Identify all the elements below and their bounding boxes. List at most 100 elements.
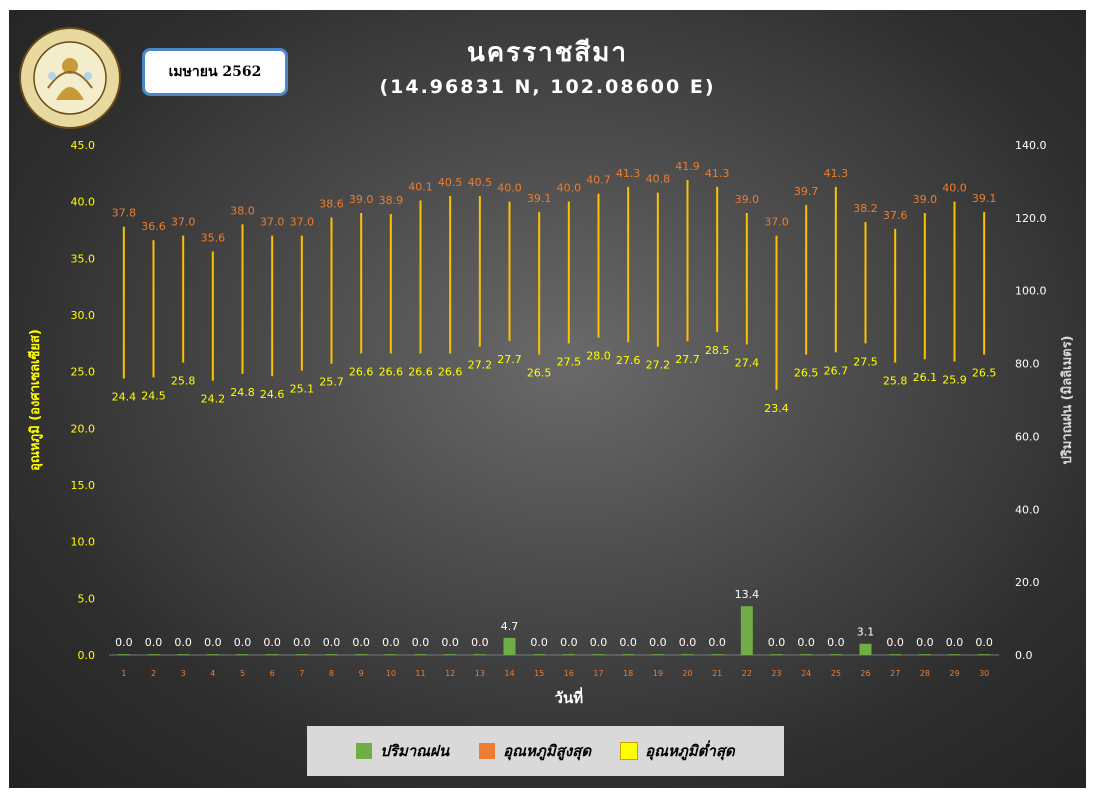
- legend-label-rain: ปริมาณฝน: [380, 742, 450, 760]
- x-axis-tick-label: 6: [270, 669, 275, 678]
- rain-data-label: 13.4: [735, 588, 760, 601]
- rain-bar: [829, 654, 842, 655]
- x-axis-tick-label: 15: [534, 669, 544, 678]
- x-axis-tick-label: 11: [415, 669, 425, 678]
- min-temp-data-label: 25.9: [942, 373, 967, 386]
- rain-data-label: 4.7: [501, 620, 519, 633]
- x-axis-tick-label: 10: [386, 669, 396, 678]
- max-temp-data-label: 41.3: [705, 167, 730, 180]
- rain-bar: [711, 654, 724, 655]
- meteorological-department-logo: [18, 26, 122, 134]
- x-axis-tick-label: 13: [475, 669, 485, 678]
- min-temp-data-label: 27.7: [675, 353, 700, 366]
- x-axis-tick-label: 28: [920, 669, 930, 678]
- legend-item-rain: ปริมาณฝน: [356, 739, 449, 763]
- rain-bar: [236, 654, 249, 655]
- rain-data-label: 0.0: [115, 636, 133, 649]
- chart-panel: 0.0 5.0 10.0 15.0 20.0 25.0 30.0 35.0 40.0 45.0 0.…: [9, 10, 1086, 788]
- legend-swatch-min-temp: [620, 742, 639, 760]
- x-axis-tick-label: 7: [299, 669, 304, 678]
- legend-item-min-temp: อุณหภูมิต่ำสุด: [620, 739, 735, 763]
- x-axis-tick-label: 26: [860, 669, 870, 678]
- max-temp-data-label: 37.8: [112, 207, 137, 220]
- rain-bar: [295, 654, 308, 655]
- max-temp-data-label: 37.0: [290, 216, 315, 229]
- x-axis-tick-label: 5: [240, 669, 245, 678]
- min-temp-data-label: 26.6: [349, 366, 374, 379]
- x-axis-tick-label: 17: [593, 669, 603, 678]
- rain-data-label: 0.0: [145, 636, 163, 649]
- rain-data-label: 0.0: [234, 636, 252, 649]
- legend-swatch-rain: [356, 743, 373, 759]
- max-temp-data-label: 37.0: [171, 216, 196, 229]
- x-axis-tick-label: 12: [445, 669, 455, 678]
- min-temp-data-label: 26.6: [379, 366, 404, 379]
- x-axis-tick-label: 2: [151, 669, 156, 678]
- rain-bar: [740, 606, 753, 655]
- x-axis-tick-label: 20: [682, 669, 692, 678]
- min-temp-data-label: 25.8: [171, 375, 196, 388]
- x-axis-tick-label: 21: [712, 669, 722, 678]
- max-temp-data-label: 39.1: [527, 192, 552, 205]
- min-temp-data-label: 25.8: [883, 375, 908, 388]
- left-axis-tick-label: 20.0: [71, 422, 96, 435]
- min-temp-data-label: 26.5: [527, 367, 552, 380]
- left-axis-tick-label: 25.0: [71, 366, 96, 379]
- min-temp-data-label: 26.7: [824, 364, 849, 377]
- max-temp-data-label: 39.0: [349, 193, 374, 206]
- min-temp-data-label: 27.5: [557, 355, 582, 368]
- rain-bar: [651, 654, 664, 655]
- min-temp-data-label: 26.1: [913, 371, 938, 384]
- max-temp-data-label: 40.0: [557, 182, 582, 195]
- max-temp-data-label: 39.0: [913, 193, 938, 206]
- min-temp-data-label: 28.0: [586, 350, 611, 363]
- x-axis-tick-label: 22: [742, 669, 752, 678]
- rain-data-label: 0.0: [174, 636, 192, 649]
- max-temp-data-label: 39.7: [794, 185, 819, 198]
- left-axis-tick-label: 30.0: [71, 309, 96, 322]
- max-temp-data-label: 40.1: [408, 181, 433, 194]
- month-label: เมษายน 2562: [142, 48, 288, 96]
- right-axis-tick-label: 120.0: [1015, 212, 1047, 225]
- right-axis-tick-label: 0.0: [1015, 649, 1033, 662]
- max-temp-data-label: 37.0: [260, 216, 285, 229]
- min-temp-data-label: 25.1: [290, 383, 315, 396]
- max-temp-data-label: 40.8: [646, 173, 671, 186]
- legend: ปริมาณฝน อุณหภูมิสูงสุด อุณหภูมิต่ำสุด: [307, 726, 784, 776]
- rain-data-label: 0.0: [352, 636, 370, 649]
- rain-data-label: 3.1: [857, 626, 875, 639]
- right-axis-tick-label: 80.0: [1015, 358, 1040, 371]
- rain-bar: [325, 654, 338, 655]
- x-axis-tick-label: 16: [564, 669, 574, 678]
- max-temp-data-label: 39.0: [735, 193, 760, 206]
- min-temp-data-label: 24.8: [230, 386, 255, 399]
- x-axis-tick-label: 9: [359, 669, 364, 678]
- max-temp-data-label: 39.1: [972, 192, 997, 205]
- chart-canvas: 0.05.010.015.020.025.030.035.040.045.00.…: [27, 139, 1075, 707]
- min-temp-data-label: 27.6: [616, 354, 641, 367]
- min-temp-data-label: 26.6: [408, 366, 433, 379]
- min-temp-data-label: 27.2: [646, 359, 671, 372]
- rain-bar: [681, 654, 694, 655]
- min-temp-data-label: 27.4: [735, 356, 760, 369]
- max-temp-data-label: 38.6: [319, 198, 344, 211]
- max-temp-data-label: 40.5: [438, 176, 463, 189]
- x-axis-tick-label: 14: [504, 669, 514, 678]
- rain-data-label: 0.0: [619, 636, 637, 649]
- rain-bar: [177, 654, 190, 655]
- x-axis-tick-label: 18: [623, 669, 633, 678]
- min-temp-data-label: 27.5: [853, 355, 878, 368]
- legend-label-max-temp: อุณหภูมิสูงสุด: [503, 742, 592, 760]
- min-temp-data-label: 27.2: [468, 359, 493, 372]
- rain-bar: [948, 654, 961, 655]
- x-axis-tick-label: 23: [771, 669, 781, 678]
- rain-bar: [147, 654, 160, 655]
- rain-data-label: 0.0: [412, 636, 430, 649]
- right-axis-title: ปริมาณฝน (มิลลิเมตร): [1060, 335, 1075, 464]
- x-axis-tick-label: 25: [831, 669, 841, 678]
- max-temp-data-label: 35.6: [201, 232, 226, 245]
- min-temp-data-label: 24.5: [141, 389, 166, 402]
- rain-bar: [770, 654, 783, 655]
- max-temp-data-label: 41.9: [675, 160, 700, 173]
- max-temp-data-label: 40.7: [586, 174, 611, 187]
